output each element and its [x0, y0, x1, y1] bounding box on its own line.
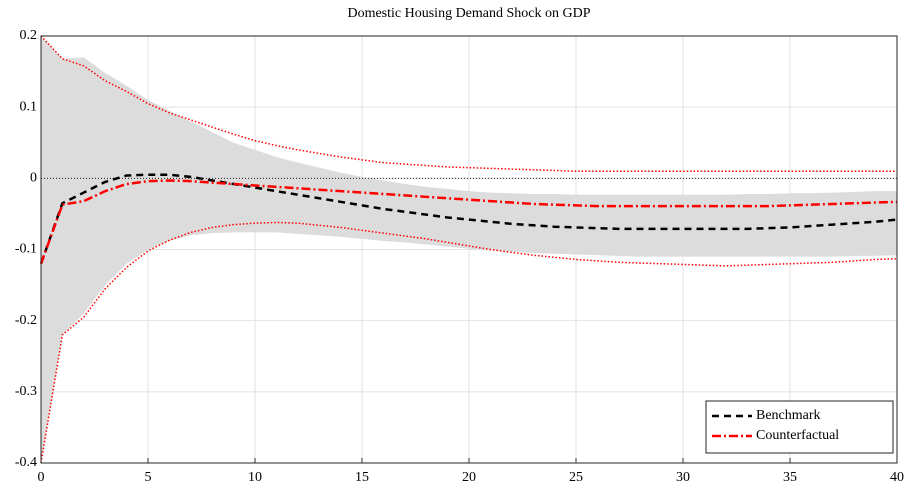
y-tick-label: -0.3	[15, 384, 37, 399]
x-tick-label: 20	[462, 470, 476, 485]
series-line	[39, 179, 898, 265]
legend-box	[705, 400, 894, 454]
x-tick-label: 35	[783, 470, 797, 485]
series-line	[39, 173, 898, 265]
x-tick-label: 30	[676, 470, 690, 485]
y-tick-label: 0	[30, 171, 37, 186]
series-line	[40, 35, 897, 172]
x-tick-label: 25	[569, 470, 583, 485]
x-tick-label: 15	[355, 470, 369, 485]
legend-label: Counterfactual	[756, 428, 839, 443]
x-tick-label: 40	[890, 470, 904, 485]
confidence-band	[41, 36, 897, 463]
y-tick-label: 0.1	[20, 99, 38, 114]
plot-frame	[40, 35, 898, 464]
y-tick-label: -0.4	[15, 455, 37, 470]
series-line	[40, 221, 898, 464]
x-tick-label: 0	[38, 470, 45, 485]
y-tick-label: 0.2	[20, 28, 38, 43]
y-tick-label: -0.2	[15, 313, 37, 328]
y-tick-label: -0.1	[15, 242, 37, 257]
x-tick-label: 5	[145, 470, 152, 485]
chart-title: Domestic Housing Demand Shock on GDP	[347, 6, 590, 21]
x-tick-label: 10	[248, 470, 262, 485]
legend-label: Benchmark	[756, 408, 821, 423]
